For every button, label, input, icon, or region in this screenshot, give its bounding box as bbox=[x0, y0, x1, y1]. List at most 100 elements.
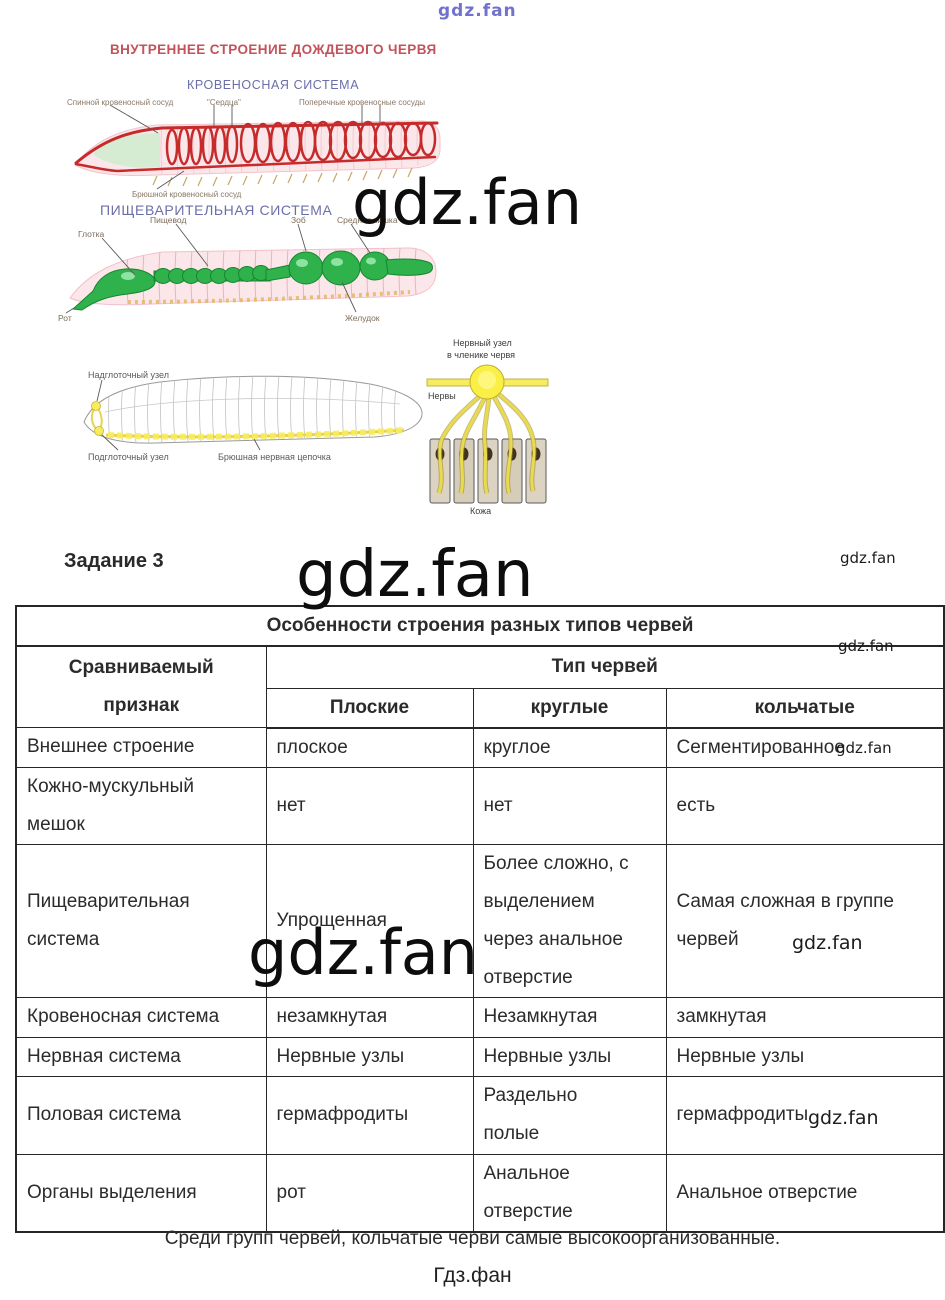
watermark-gdzfan: gdz.fan bbox=[836, 739, 892, 757]
flat-cell: нет bbox=[265, 766, 474, 845]
digestive-pointer-lines bbox=[65, 223, 371, 314]
table-row: Нервная система Нервные узлы Нервные узл… bbox=[15, 1036, 945, 1077]
table-row: Внешнее строение плоское круглое Сегмент… bbox=[15, 727, 945, 768]
circulatory-pointer-lines bbox=[109, 104, 381, 190]
table-row: Кожно-мускульный мешок нет нет есть bbox=[15, 766, 945, 845]
ganglion-highlight bbox=[478, 371, 496, 389]
annelid-cell: Самая сложная в группе червей bbox=[665, 843, 945, 998]
nerve-branches bbox=[436, 391, 537, 494]
annelid-cell: есть bbox=[665, 766, 945, 845]
annelid-cell: гермафродиты bbox=[665, 1075, 945, 1155]
setae-band bbox=[127, 290, 411, 304]
gut-highlights bbox=[121, 257, 376, 280]
task-heading: Задание 3 bbox=[64, 550, 164, 572]
annelid-cell: Сегментированное bbox=[665, 727, 945, 768]
table-row: Пищеварительная система Упрощенная Более… bbox=[15, 843, 945, 998]
body-segments bbox=[104, 376, 401, 444]
col-header-feature: Сравниваемый признак bbox=[15, 645, 267, 728]
watermark-gdzfan: gdz.fan bbox=[792, 932, 863, 954]
subpharyngeal-ganglion bbox=[94, 426, 104, 436]
round-cell: Нервные узлы bbox=[472, 1036, 667, 1077]
feature-cell: Нервная система bbox=[15, 1036, 267, 1077]
table-group-header-row: Сравниваемый признак Тип червей bbox=[15, 645, 945, 728]
comparison-table: Особенности строения разных типов червей… bbox=[15, 605, 945, 1233]
watermark-gdzfan: gdz.fan bbox=[248, 916, 479, 989]
conclusion-text: Среди групп червей, кольчатые черви самы… bbox=[164, 1228, 781, 1249]
label-nerves: Нервы bbox=[428, 391, 456, 401]
round-cell: круглое bbox=[472, 727, 667, 768]
round-cell: Раздельно полые bbox=[472, 1075, 667, 1155]
watermark-gdzfan: gdz.fan bbox=[808, 1107, 879, 1129]
circulatory-heading: КРОВЕНОСНАЯ СИСТЕМА bbox=[187, 78, 360, 92]
circulatory-system-diagram bbox=[74, 104, 441, 190]
flat-cell: Упрощенная bbox=[265, 843, 474, 998]
round-cell: нет bbox=[472, 766, 667, 845]
annelid-cell: Нервные узлы bbox=[665, 1036, 945, 1077]
label-skin: Кожа bbox=[470, 506, 492, 516]
table-row: Кровеносная система незамкнутая Незамкну… bbox=[15, 996, 945, 1038]
midgut-bulge bbox=[359, 251, 391, 281]
digestive-system-diagram bbox=[65, 223, 437, 314]
head-ganglia bbox=[90, 401, 104, 436]
table-subheader-row: Плоские круглые кольчатые bbox=[16, 687, 945, 729]
annelid-cell: Анальное отверстие bbox=[665, 1153, 945, 1232]
table-row: Органы выделения рот Анальное отверстие … bbox=[15, 1153, 945, 1232]
crop bbox=[288, 251, 324, 285]
suprapharyngeal-ganglion bbox=[91, 401, 101, 411]
intestine-tail bbox=[385, 258, 433, 276]
watermark-gdzfan: gdz.fan bbox=[352, 166, 583, 239]
table-title-row: Особенности строения разных типов червей bbox=[15, 605, 945, 647]
flat-cell: незамкнутая bbox=[265, 996, 474, 1038]
heart-ring-vessels bbox=[165, 124, 239, 166]
col-header-flat: Плоские bbox=[265, 687, 474, 729]
mouth-pharynx bbox=[71, 268, 156, 311]
label-suprapharyngeal: Надглоточный узел bbox=[88, 370, 169, 380]
label-ventral-vessel: Брюшной кровеносный сосуд bbox=[132, 190, 242, 199]
flat-cell: гермафродиты bbox=[265, 1075, 474, 1155]
round-cell: Незамкнутая bbox=[472, 996, 667, 1038]
transverse-ring-vessels bbox=[239, 120, 437, 164]
stomach bbox=[321, 250, 361, 286]
label-dorsal-vessel: Спинной кровеносный сосуд bbox=[67, 98, 174, 107]
ventral-nerve-chain bbox=[105, 427, 405, 440]
label-stomach: Желудок bbox=[345, 313, 380, 323]
ganglion-detail-diagram bbox=[426, 364, 549, 504]
table-row: Половая система гермафродиты Раздельно п… bbox=[15, 1075, 945, 1155]
watermark-gdzfan: gdz.fan bbox=[438, 1, 517, 21]
feature-cell: Кожно-мускульный мешок bbox=[15, 766, 267, 845]
feature-cell: Пищеварительная система bbox=[15, 843, 267, 998]
esophagus-beads bbox=[154, 265, 270, 284]
table-title: Особенности строения разных типов червей bbox=[15, 605, 945, 647]
label-esophagus: Пищевод bbox=[150, 215, 187, 225]
feature-cell: Органы выделения bbox=[15, 1153, 267, 1232]
dorsal-vessel bbox=[74, 121, 439, 165]
flat-cell: Нервные узлы bbox=[265, 1036, 474, 1077]
feature-cell: Внешнее строение bbox=[15, 727, 267, 768]
worm-outline bbox=[83, 375, 423, 444]
feature-cell: Кровеносная система bbox=[15, 996, 267, 1038]
skin-cells bbox=[429, 438, 547, 504]
label-midgut: Средняя кишка bbox=[337, 215, 398, 225]
ventral-vessel bbox=[74, 155, 437, 173]
label-mouth: Рот bbox=[58, 313, 72, 323]
flat-cell: плоское bbox=[265, 727, 474, 768]
nervous-pointer-lines bbox=[96, 379, 261, 451]
coelom-front bbox=[94, 133, 160, 168]
label-ganglion-title-2: в членике червя bbox=[447, 350, 516, 360]
digestive-heading: ПИЩЕВАРИТЕЛЬНАЯ СИСТЕМА bbox=[100, 202, 333, 218]
flat-cell: рот bbox=[265, 1153, 474, 1232]
watermark-gdzfan: gdz.fan bbox=[840, 549, 896, 567]
label-ganglion-title-1: Нервный узел bbox=[453, 338, 512, 348]
label-crop: Зоб bbox=[291, 215, 306, 225]
feature-cell: Половая система bbox=[15, 1075, 267, 1155]
col-header-annelid: кольчатые bbox=[665, 687, 945, 729]
figure-title: ВНУТРЕННЕЕ СТРОЕНИЕ ДОЖДЕВОГО ЧЕРВЯ bbox=[110, 42, 437, 57]
watermark-gdzfan: gdz.fan bbox=[838, 637, 894, 655]
label-subpharyngeal: Подглоточный узел bbox=[88, 452, 169, 462]
watermark-gdzfan: gdz.fan bbox=[296, 538, 534, 612]
annelid-cell: замкнутая bbox=[665, 996, 945, 1038]
label-hearts: "Сердца" bbox=[207, 98, 241, 107]
digestive-tract bbox=[71, 250, 433, 311]
label-transverse-vessels: Поперечные кровеносные сосуды bbox=[299, 98, 426, 107]
